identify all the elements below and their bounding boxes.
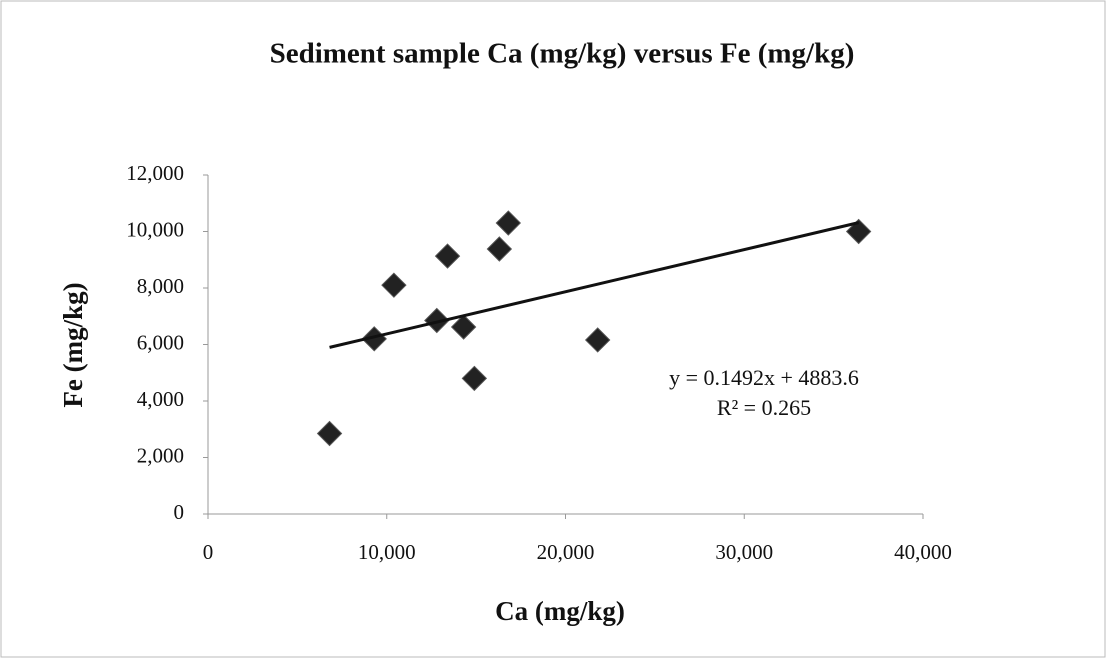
- trendline-r2: R² = 0.265: [717, 395, 811, 420]
- data-point: [486, 236, 513, 262]
- trendline-equation: y = 0.1492x + 4883.6: [669, 365, 859, 390]
- x-tick-label: 40,000: [894, 540, 952, 564]
- y-axis-label: Fe (mg/kg): [58, 282, 88, 407]
- y-tick-label: 4,000: [137, 387, 184, 411]
- data-point: [424, 307, 450, 334]
- x-tick-label: 30,000: [715, 540, 773, 564]
- y-tick-label: 12,000: [126, 161, 184, 185]
- x-axis-label: Ca (mg/kg): [495, 596, 625, 626]
- y-tick-label: 2,000: [137, 443, 184, 467]
- y-tick-label: 8,000: [137, 274, 184, 298]
- y-tick-label: 0: [174, 500, 185, 524]
- data-point: [434, 243, 461, 269]
- y-tick-label: 6,000: [137, 330, 184, 354]
- x-tick-label: 10,000: [358, 540, 416, 564]
- x-tick-label: 0: [203, 540, 214, 564]
- x-tick-label: 20,000: [537, 540, 595, 564]
- y-tick-label: 10,000: [126, 217, 184, 241]
- data-point: [461, 365, 488, 392]
- data-point: [450, 314, 477, 340]
- data-point: [316, 420, 343, 447]
- data-point: [495, 210, 522, 236]
- data-point: [584, 327, 611, 353]
- data-point: [381, 272, 407, 298]
- chart-title: Sediment sample Ca (mg/kg) versus Fe (mg…: [270, 38, 855, 70]
- trendline: [329, 221, 859, 349]
